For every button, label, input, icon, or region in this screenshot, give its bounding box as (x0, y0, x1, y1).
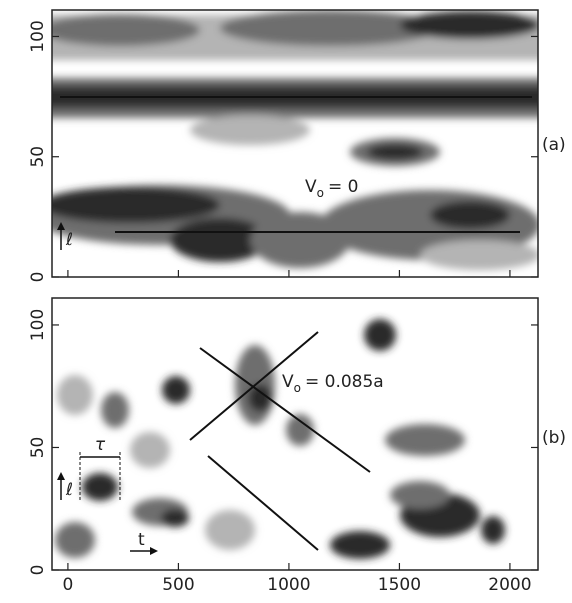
panel-label: (b) (542, 428, 566, 448)
y-tick-label: 0 (28, 272, 48, 283)
annotation: Vo = 0.085a (282, 372, 384, 395)
annotation-value: = 0 (328, 177, 358, 197)
x-axis-label: t (138, 530, 145, 550)
x-tick-label: 2000 (488, 575, 531, 595)
y-tick-label: 100 (28, 309, 48, 341)
plot-frame (51, 297, 539, 571)
annotation-subscript: o (294, 381, 301, 395)
annotation: Vo = 0 (305, 177, 358, 200)
annotation-subscript: o (317, 186, 324, 200)
density-a (52, 10, 538, 270)
y-tick-label: 50 (28, 437, 48, 459)
annotation-symbol: V (305, 177, 317, 197)
x-tick-label: 500 (162, 575, 194, 595)
annotation-value: = 0.085a (305, 372, 384, 392)
x-tick-label: 0 (62, 575, 73, 595)
panel-label: (a) (542, 135, 566, 155)
y-axis-label: ℓ (65, 480, 73, 500)
density-b (55, 319, 505, 559)
y-axis-label: ℓ (65, 230, 73, 250)
y-tick-label: 0 (28, 565, 48, 576)
guide-line (189, 331, 319, 441)
y-tick-label: 50 (28, 146, 48, 168)
marker-label: τ (95, 435, 106, 455)
guide-line (207, 455, 319, 551)
x-tick-label: 1500 (378, 575, 421, 595)
annotation-symbol: V (282, 372, 294, 392)
x-tick-label: 1000 (267, 575, 310, 595)
y-tick-label: 100 (28, 20, 48, 52)
plot-frame (51, 9, 539, 278)
arrows (57, 222, 158, 555)
guide-line (199, 347, 371, 473)
tau-bracket (79, 452, 121, 500)
